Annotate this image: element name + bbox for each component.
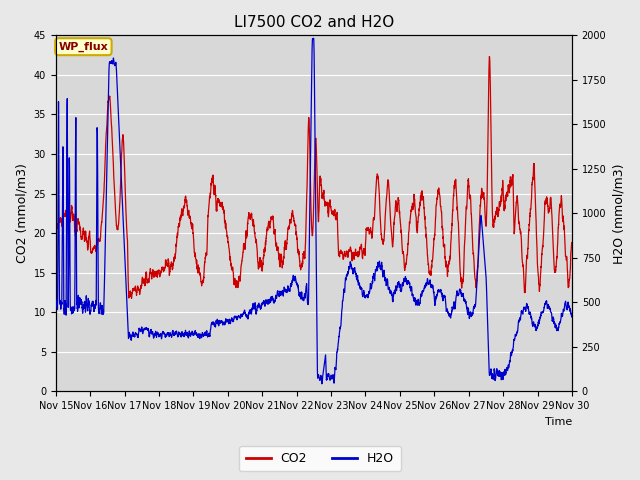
Title: LI7500 CO2 and H2O: LI7500 CO2 and H2O — [234, 15, 394, 30]
Y-axis label: CO2 (mmol/m3): CO2 (mmol/m3) — [15, 163, 28, 263]
Text: WP_flux: WP_flux — [58, 42, 108, 52]
X-axis label: Time: Time — [545, 417, 572, 427]
Legend: CO2, H2O: CO2, H2O — [239, 446, 401, 471]
Y-axis label: H2O (mmol/m3): H2O (mmol/m3) — [612, 163, 625, 264]
